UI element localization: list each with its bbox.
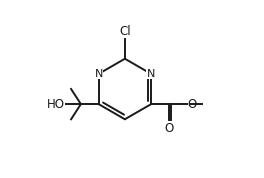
Text: O: O [164, 122, 173, 135]
Text: O: O [187, 98, 196, 111]
Text: N: N [147, 69, 155, 79]
Text: Cl: Cl [119, 25, 131, 38]
Text: N: N [95, 69, 103, 79]
Text: HO: HO [47, 98, 65, 111]
